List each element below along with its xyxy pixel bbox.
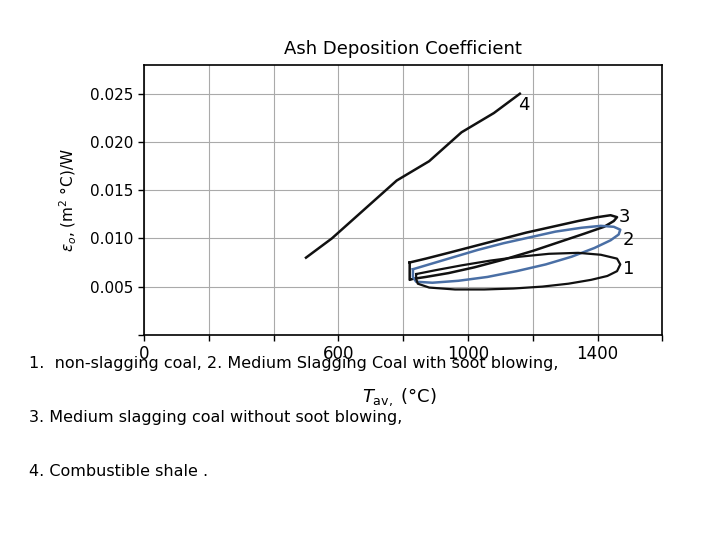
Text: $\mathit{T}_{\mathregular{av,}}$ (°C): $\mathit{T}_{\mathregular{av,}}$ (°C)	[362, 386, 437, 408]
Text: 3: 3	[618, 208, 630, 226]
Text: 1.  non-slagging coal, 2. Medium Slagging Coal with soot blowing,: 1. non-slagging coal, 2. Medium Slagging…	[29, 356, 558, 372]
Y-axis label: $\varepsilon_o$, (m$^2$ °C)/W: $\varepsilon_o$, (m$^2$ °C)/W	[58, 148, 79, 252]
Text: 3. Medium slagging coal without soot blowing,: 3. Medium slagging coal without soot blo…	[29, 410, 402, 426]
Title: Ash Deposition Coefficient: Ash Deposition Coefficient	[284, 39, 522, 58]
Text: 4: 4	[518, 96, 530, 114]
Text: 1: 1	[623, 260, 634, 278]
Text: 4. Combustible shale .: 4. Combustible shale .	[29, 464, 208, 480]
Text: 2: 2	[623, 231, 634, 249]
